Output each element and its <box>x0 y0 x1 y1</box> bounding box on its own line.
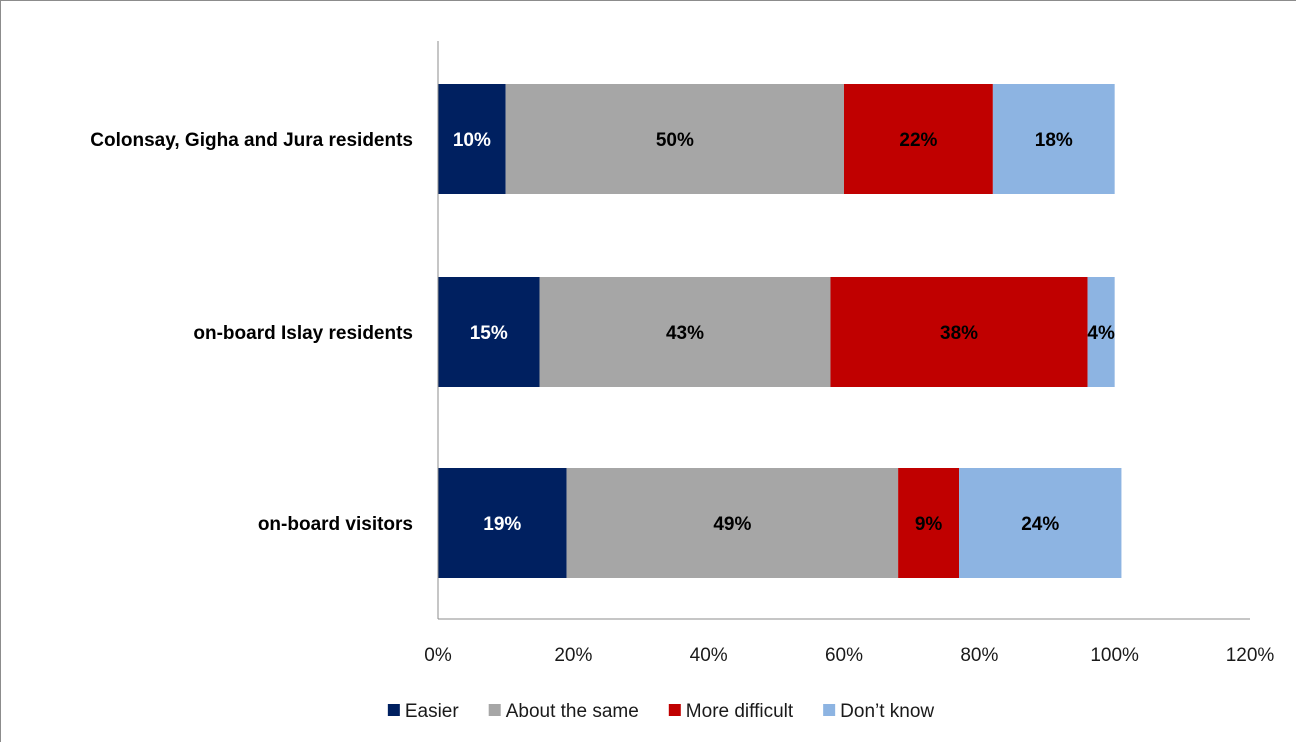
category-label-on-board-visitors: on-board visitors <box>258 514 413 535</box>
bar-about-the-same-colonsay-gigha-and-jura-residents <box>505 84 844 194</box>
data-label-more-difficult-colonsay-gigha-and-jura-residents: 22% <box>899 130 937 151</box>
legend-item-about-the-same: About the same <box>488 701 639 722</box>
data-label-more-difficult-on-board-islay-residents: 38% <box>940 323 978 344</box>
legend-label-about-the-same: About the same <box>506 701 639 722</box>
x-tick-label-120: 120% <box>1226 645 1275 666</box>
data-label-about-the-same-on-board-islay-residents: 43% <box>666 323 704 344</box>
bar-more-difficult-colonsay-gigha-and-jura-residents <box>844 84 993 194</box>
bar-about-the-same-on-board-visitors <box>566 468 899 578</box>
legend: Easier About the same More difficult Don’t … <box>387 701 934 722</box>
data-labels-group: 10% 50% 22% 18% 15% 43% 38% 4% 19% 49% 9% 24% <box>453 130 1115 535</box>
bar-don-t-know-on-board-islay-residents <box>1087 277 1115 387</box>
data-label-about-the-same-on-board-visitors: 49% <box>713 514 751 535</box>
x-tick-label-60: 60% <box>825 645 863 666</box>
bar-more-difficult-on-board-islay-residents <box>830 277 1088 387</box>
legend-item-more-difficult: More difficult <box>668 701 794 722</box>
legend-label-more-difficult: More difficult <box>686 701 794 722</box>
legend-swatch-easier <box>387 704 400 716</box>
data-label-easier-colonsay-gigha-and-jura-residents: 10% <box>453 130 491 151</box>
legend-swatch-about-the-same <box>488 704 501 716</box>
x-tick-label-20: 20% <box>554 645 592 666</box>
bar-don-t-know-colonsay-gigha-and-jura-residents <box>992 84 1115 194</box>
x-tick-label-80: 80% <box>960 645 998 666</box>
legend-item-don-t-know: Don’t know <box>823 701 934 722</box>
legend-label-easier: Easier <box>405 701 460 722</box>
legend-label-don-t-know: Don’t know <box>840 701 934 722</box>
bar-don-t-know-on-board-visitors <box>959 468 1122 578</box>
data-label-easier-on-board-islay-residents: 15% <box>470 323 508 344</box>
legend-item-easier: Easier <box>387 701 460 722</box>
x-tick-label-100: 100% <box>1090 645 1139 666</box>
legend-swatch-don-t-know <box>823 704 836 716</box>
bar-easier-on-board-visitors <box>438 468 567 578</box>
data-label-don-t-know-on-board-visitors: 24% <box>1021 514 1059 535</box>
category-labels-group: Colonsay, Gigha and Jura residents on-boa… <box>90 130 413 535</box>
data-label-easier-on-board-visitors: 19% <box>483 514 521 535</box>
x-tick-labels-group: 0% 20% 40% 60% 80% 100% 120% <box>424 645 1274 666</box>
bar-more-difficult-on-board-visitors <box>898 468 960 578</box>
bar-easier-colonsay-gigha-and-jura-residents <box>438 84 506 194</box>
data-label-don-t-know-on-board-islay-residents: 4% <box>1087 323 1115 344</box>
data-label-don-t-know-colonsay-gigha-and-jura-residents: 18% <box>1035 130 1073 151</box>
data-label-about-the-same-colonsay-gigha-and-jura-residents: 50% <box>656 130 694 151</box>
category-label-on-board-islay-residents: on-board Islay residents <box>193 323 413 344</box>
x-tick-label-40: 40% <box>690 645 728 666</box>
x-tick-label-0: 0% <box>424 645 452 666</box>
bar-easier-on-board-islay-residents <box>438 277 540 387</box>
bars-group <box>438 84 1122 578</box>
legend-swatch-more-difficult <box>668 704 681 716</box>
bar-about-the-same-on-board-islay-residents <box>539 277 831 387</box>
category-label-colonsay-gigha-and-jura-residents: Colonsay, Gigha and Jura residents <box>90 130 413 151</box>
data-label-more-difficult-on-board-visitors: 9% <box>915 514 943 535</box>
